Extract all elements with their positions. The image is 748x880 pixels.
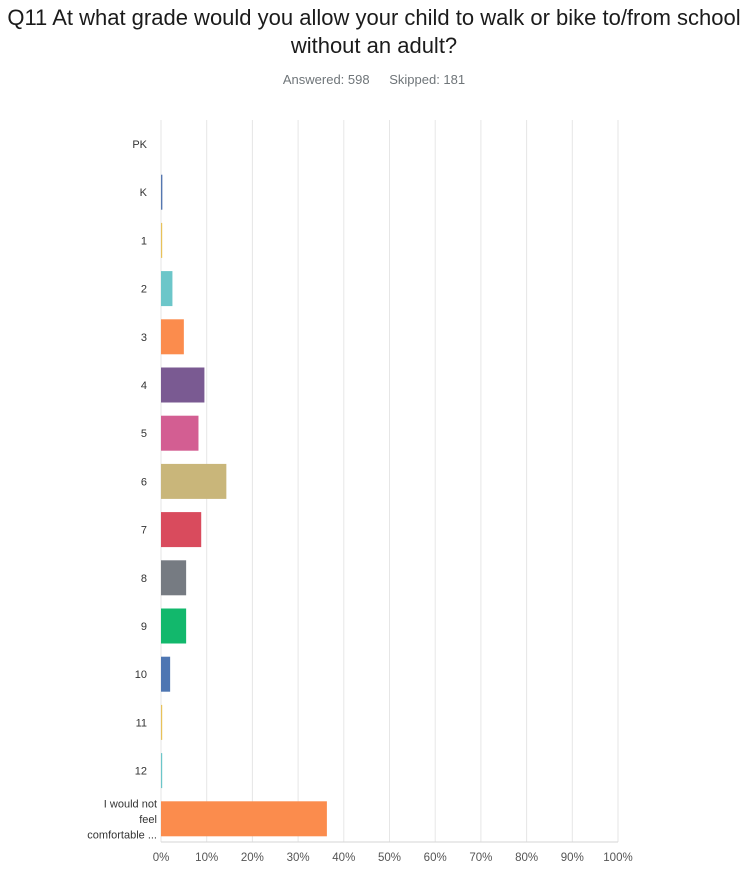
bar[interactable]: [161, 463, 227, 499]
y-tick-label: 8: [141, 573, 147, 585]
y-tick-label: 2: [141, 284, 147, 296]
chart-title: Q11 At what grade would you allow your c…: [7, 5, 741, 58]
y-tick-label: K: [140, 187, 148, 199]
bar[interactable]: [161, 656, 171, 692]
bar[interactable]: [161, 608, 187, 644]
y-tick-label: 3: [141, 332, 147, 344]
y-tick-label: 4: [141, 380, 147, 392]
y-tick-label: 9: [141, 621, 147, 633]
y-tick-label: 6: [141, 476, 147, 488]
bar[interactable]: [161, 704, 163, 740]
bar[interactable]: [161, 801, 327, 837]
y-tick-label: 12: [135, 766, 147, 778]
x-tick-label: 10%: [195, 852, 218, 864]
y-tick-label: 10: [135, 669, 147, 681]
bar[interactable]: [161, 415, 199, 451]
x-tick-label: 70%: [469, 852, 492, 864]
bar[interactable]: [161, 271, 173, 307]
x-tick-label: 0%: [153, 852, 170, 864]
bar[interactable]: [161, 753, 163, 789]
y-tick-label: 5: [141, 428, 147, 440]
bar[interactable]: [161, 367, 205, 403]
x-tick-label: 50%: [378, 852, 401, 864]
x-tick-label: 30%: [287, 852, 310, 864]
bar[interactable]: [161, 222, 163, 258]
bar[interactable]: [161, 174, 163, 210]
y-tick-label: I would not feel comfortable ...: [87, 798, 157, 841]
x-tick-label: 40%: [332, 852, 355, 864]
answered-count: Answered: 598: [282, 72, 370, 87]
bar[interactable]: [161, 560, 187, 596]
y-tick-label: 11: [136, 717, 147, 729]
y-tick-label: PK: [132, 139, 147, 151]
x-tick-label: 100%: [603, 852, 632, 864]
response-stats: Answered: 598 Skipped: 181: [0, 72, 748, 87]
y-tick-label: 1: [141, 235, 147, 247]
x-tick-label: 80%: [515, 852, 538, 864]
bar[interactable]: [161, 319, 184, 355]
x-tick-label: 20%: [241, 852, 264, 864]
x-tick-label: 90%: [561, 852, 584, 864]
y-tick-label: 7: [141, 525, 147, 537]
bar[interactable]: [161, 512, 202, 548]
skipped-count: Skipped: 181: [389, 72, 466, 87]
x-tick-label: 60%: [424, 852, 447, 864]
